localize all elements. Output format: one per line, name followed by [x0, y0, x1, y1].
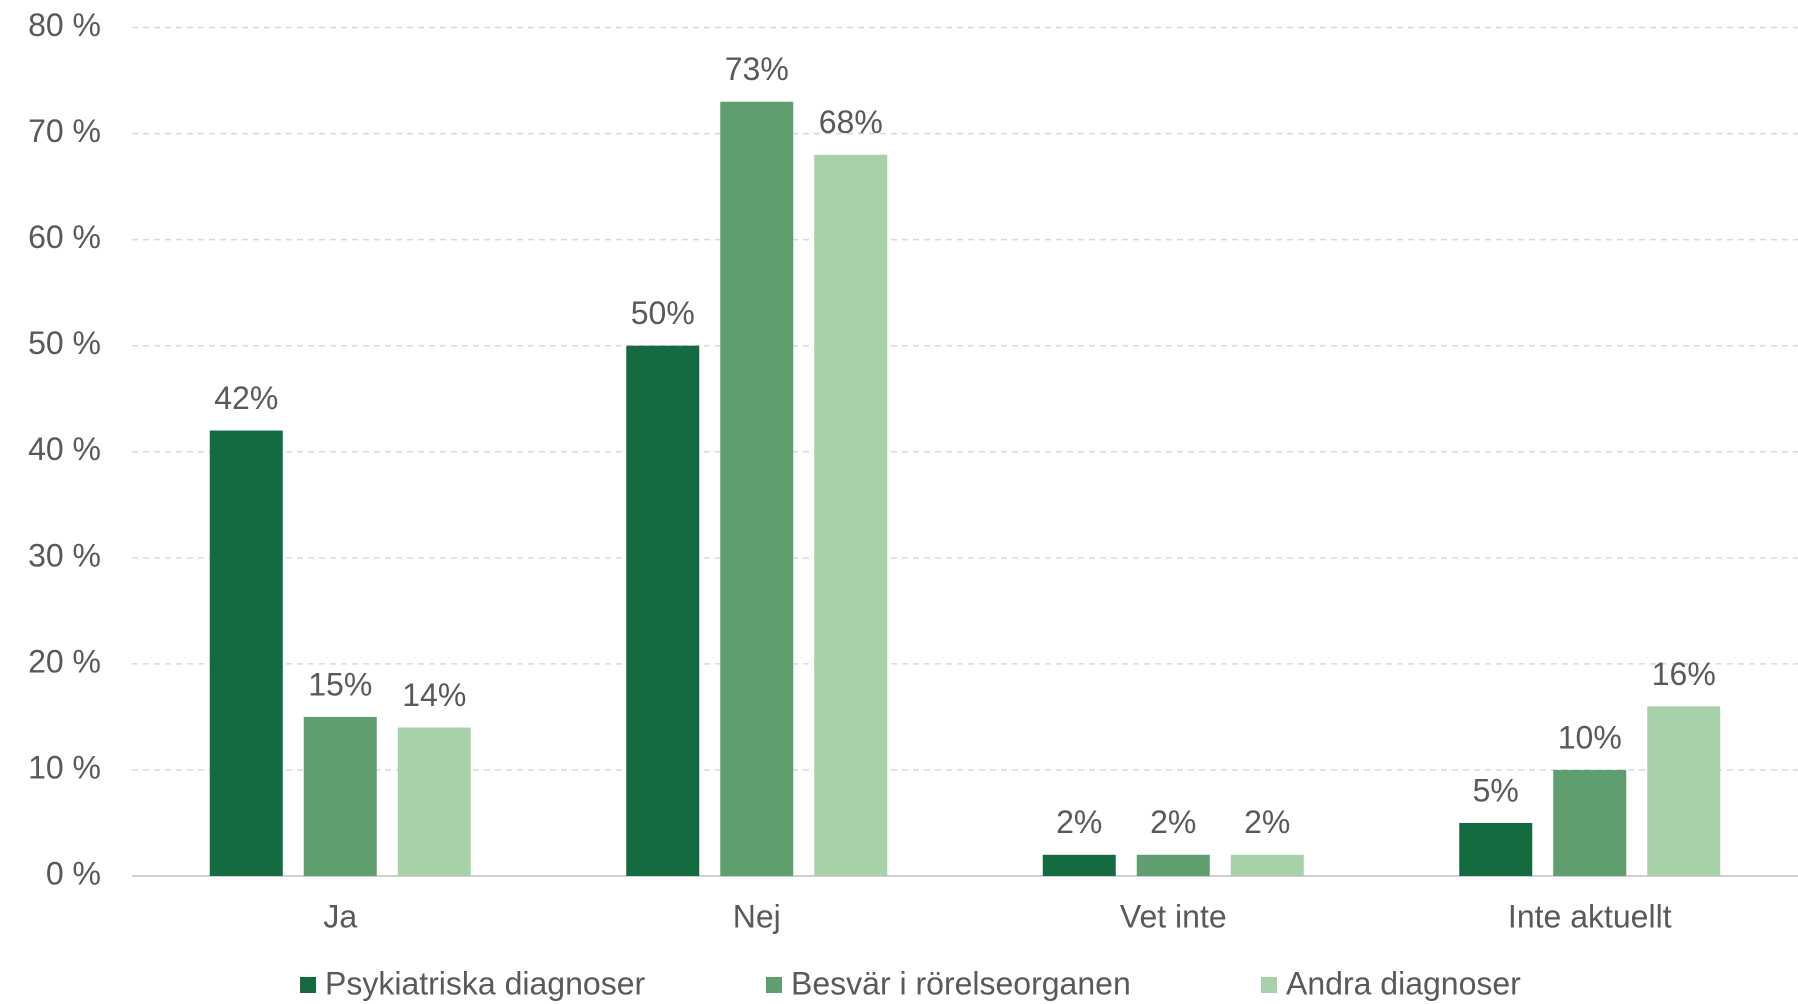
- legend-label: Andra diagnoser: [1286, 965, 1521, 1001]
- y-tick-label: 10 %: [28, 749, 101, 785]
- data-label: 16%: [1652, 656, 1716, 692]
- bar: [814, 154, 888, 876]
- data-label: 14%: [402, 677, 466, 713]
- data-label: 50%: [631, 295, 695, 331]
- bar: [209, 430, 283, 876]
- data-label: 5%: [1473, 772, 1519, 808]
- y-tick-label: 50 %: [28, 325, 101, 361]
- bar: [626, 345, 700, 876]
- x-tick-label: Ja: [323, 898, 357, 934]
- bar: [1553, 769, 1627, 876]
- x-tick-label: Inte aktuellt: [1508, 898, 1672, 934]
- bar: [397, 727, 471, 876]
- legend-swatch: [300, 977, 316, 993]
- bar: [303, 716, 377, 876]
- data-label: 73%: [725, 51, 789, 87]
- data-label: 2%: [1056, 804, 1102, 840]
- data-label: 10%: [1558, 719, 1622, 755]
- y-tick-label: 40 %: [28, 431, 101, 467]
- bar: [1647, 706, 1721, 876]
- legend-label: Psykiatriska diagnoser: [325, 965, 645, 1001]
- x-tick-label: Vet inte: [1120, 898, 1227, 934]
- data-label: 15%: [308, 666, 372, 702]
- y-tick-label: 20 %: [28, 643, 101, 679]
- data-label: 42%: [214, 380, 278, 416]
- data-label: 2%: [1244, 804, 1290, 840]
- y-tick-label: 30 %: [28, 537, 101, 573]
- legend-swatch: [1261, 977, 1277, 993]
- y-tick-label: 60 %: [28, 219, 101, 255]
- bar: [1230, 854, 1304, 876]
- data-label: 2%: [1150, 804, 1196, 840]
- legend-swatch: [766, 977, 782, 993]
- y-tick-label: 80 %: [28, 7, 101, 43]
- bar: [720, 101, 794, 876]
- bar: [1136, 854, 1210, 876]
- y-tick-label: 70 %: [28, 113, 101, 149]
- data-label: 68%: [819, 104, 883, 140]
- y-tick-label: 0 %: [46, 855, 101, 891]
- x-tick-label: Nej: [733, 898, 781, 934]
- legend-label: Besvär i rörelseorganen: [791, 965, 1131, 1001]
- bar: [1459, 822, 1533, 876]
- bar: [1042, 854, 1116, 876]
